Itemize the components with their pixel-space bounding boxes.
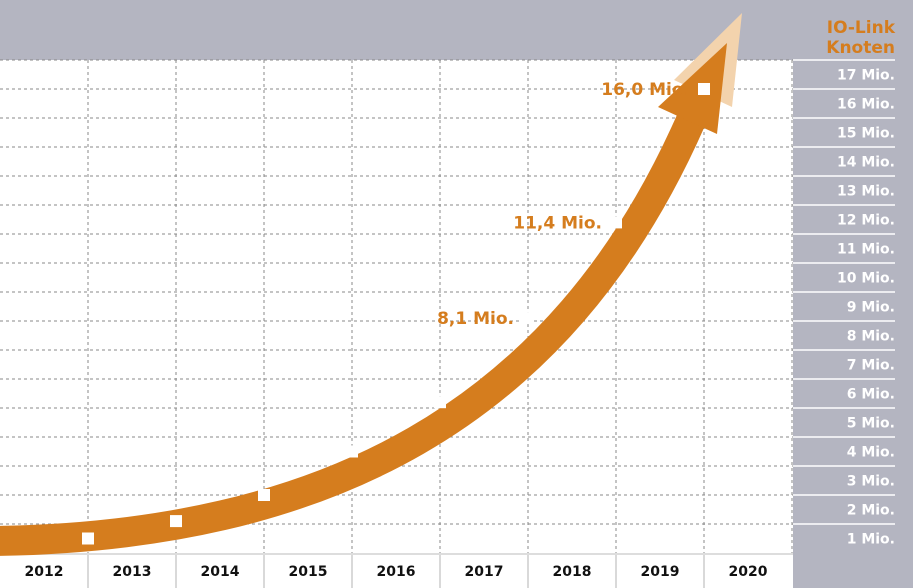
data-point-marker xyxy=(610,216,622,229)
data-point-marker xyxy=(170,515,182,528)
y-tick-label: 17 Mio. xyxy=(837,68,895,84)
x-tick-label: 2015 xyxy=(289,564,328,580)
y-tick-label: 14 Mio. xyxy=(837,155,895,171)
y-tick-label: 9 Mio. xyxy=(847,300,895,316)
y-axis-band xyxy=(793,0,913,588)
top-band xyxy=(0,0,913,60)
y-tick-label: 11 Mio. xyxy=(837,242,895,258)
x-tick-label: 2013 xyxy=(113,564,152,580)
data-point-marker xyxy=(82,532,94,545)
y-tick-label: 4 Mio. xyxy=(847,445,895,461)
y-tick-label: 10 Mio. xyxy=(837,271,895,287)
y-tick-label: 2 Mio. xyxy=(847,503,895,519)
x-tick-label: 2018 xyxy=(553,564,592,580)
y-tick-label: 16 Mio. xyxy=(837,97,895,113)
x-tick-label: 2012 xyxy=(25,564,64,580)
y-tick-label: 13 Mio. xyxy=(837,184,895,200)
y-tick-label: 3 Mio. xyxy=(847,474,895,490)
y-tick-label: 15 Mio. xyxy=(837,126,895,142)
data-point-marker xyxy=(698,83,710,95)
y-tick-label: 8 Mio. xyxy=(847,329,895,345)
x-tick-label: 2016 xyxy=(377,564,416,580)
data-point-marker xyxy=(434,396,446,409)
y-tick-label: 12 Mio. xyxy=(837,213,895,229)
y-tick-label: 1 Mio. xyxy=(847,532,895,548)
data-label: 16,0 Mio. xyxy=(601,80,690,100)
y-axis-title-line2: Knoten xyxy=(826,38,895,58)
x-tick-label: 2014 xyxy=(201,564,240,580)
data-point-marker xyxy=(522,312,534,325)
arrowhead xyxy=(658,43,727,134)
y-tick-label: 5 Mio. xyxy=(847,416,895,432)
data-label: 8,1 Mio. xyxy=(437,309,514,329)
x-tick-label: 2020 xyxy=(729,564,768,580)
data-point-marker xyxy=(346,445,358,458)
growth-arrow-body xyxy=(0,111,706,556)
x-tick-label: 2017 xyxy=(465,564,504,580)
y-tick-label: 6 Mio. xyxy=(847,387,895,403)
data-point-marker xyxy=(258,489,270,501)
data-label: 11,4 Mio. xyxy=(513,213,602,233)
x-tick-label: 2019 xyxy=(641,564,680,580)
y-axis-title-line1: IO-Link xyxy=(827,18,896,38)
y-tick-label: 7 Mio. xyxy=(847,358,895,374)
